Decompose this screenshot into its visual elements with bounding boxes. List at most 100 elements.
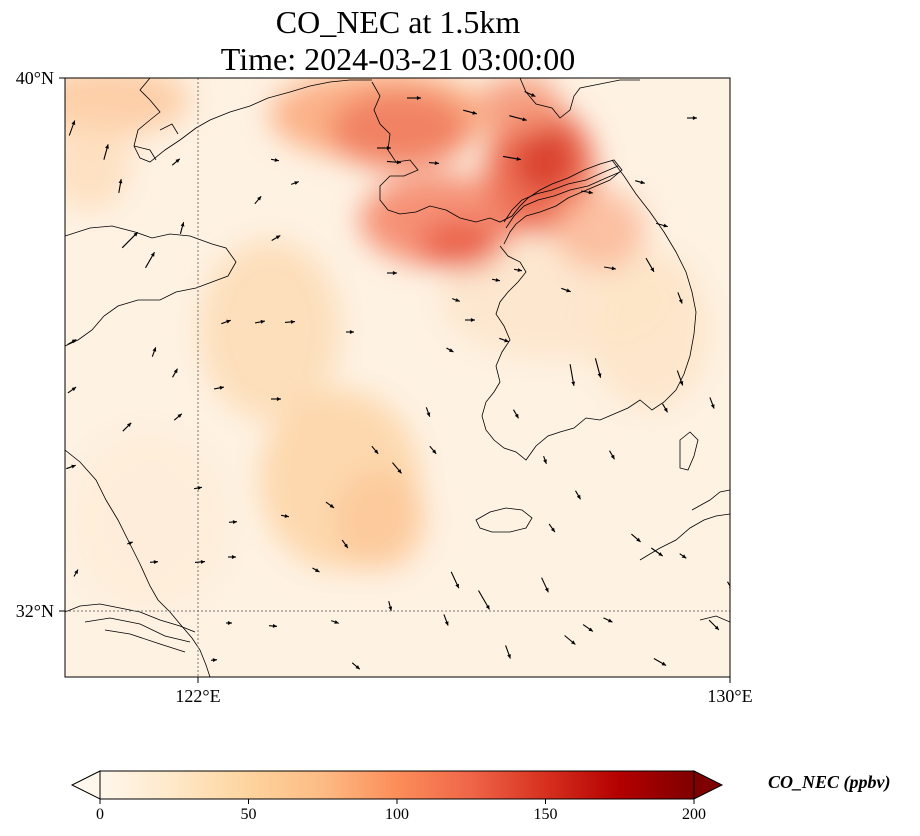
wind-arrow-head	[329, 503, 335, 508]
wind-arrow-head	[516, 156, 521, 161]
wind-arrow-head	[517, 268, 522, 272]
wind-arrow-head	[444, 621, 449, 626]
wind-arrow-head	[663, 223, 668, 228]
wind-arrow-head	[455, 298, 460, 302]
colorbar-tick-150: 150	[533, 806, 558, 823]
colorbar-tick-200: 200	[682, 806, 706, 823]
wind-arrow-head	[260, 319, 265, 324]
wind-arrow-head	[274, 158, 279, 162]
wind-arrow-head	[543, 459, 547, 464]
wind-arrow-head	[343, 543, 348, 549]
wind-arrow-head	[386, 146, 391, 150]
wind-arrow-head	[661, 661, 667, 666]
concentration-field	[65, 78, 730, 677]
wind-arrow-head	[71, 339, 77, 344]
wind-arrow-head	[152, 347, 157, 352]
colorbar-tick-50: 50	[240, 806, 257, 823]
lat-label-40n: 40°N	[15, 68, 54, 88]
wind-arrow-head	[522, 117, 527, 122]
wind-arrow-head	[175, 158, 180, 163]
wind-arrow-head	[504, 338, 509, 343]
wind-vectors	[66, 91, 730, 670]
wind-arrow-head	[388, 606, 393, 611]
wind-arrow-head	[692, 116, 697, 120]
wind-arrow-head	[219, 385, 224, 390]
wind-arrow-head	[550, 527, 555, 533]
wind-arrow-head	[571, 381, 576, 386]
wind-arrow-head	[710, 404, 715, 409]
wind-arrow-head	[588, 190, 593, 195]
wind-arrow-head	[566, 288, 571, 293]
wind-arrow-head	[257, 196, 262, 201]
wind-arrow-head	[355, 665, 360, 670]
wind-arrow-head	[658, 552, 663, 556]
wind-arrow-head	[571, 640, 576, 645]
wind-arrow-head	[284, 514, 289, 518]
colorbar-label: CO_NEC (ppbv)	[768, 772, 891, 792]
wind-arrow-head	[180, 222, 185, 227]
wind-arrow-head	[226, 319, 231, 324]
wind-arrow-head	[150, 252, 155, 257]
wind-arrow-head	[272, 624, 277, 628]
wind-arrow-head	[74, 569, 78, 574]
wind-arrow-head	[173, 368, 178, 374]
wind-arrow-head	[472, 110, 477, 115]
wind-arrow-head	[71, 120, 76, 125]
colorbar-tick-0: 0	[96, 806, 104, 823]
axis-ticks	[59, 77, 731, 683]
gridlines	[65, 78, 730, 677]
wind-arrow-head	[663, 407, 668, 413]
lon-label-122e: 122°E	[175, 686, 221, 706]
wind-arrow-head	[105, 144, 109, 149]
map-subtitle-time: Time: 2024-03-21 03:00:00	[220, 41, 576, 77]
wind-arrow-head	[71, 387, 77, 392]
wind-arrow-head	[397, 469, 402, 474]
wind-arrow-head	[544, 587, 549, 593]
wind-arrow-head	[449, 348, 454, 352]
wind-arrow-head	[118, 179, 123, 184]
wind-arrow-head	[276, 397, 281, 401]
wind-arrow-head	[153, 560, 158, 564]
wind-arrow-head	[315, 568, 320, 572]
wind-arrow-head	[507, 654, 511, 659]
wind-arrow-head	[133, 232, 138, 237]
lat-label-32n: 32°N	[15, 601, 54, 621]
wind-arrow-head	[608, 618, 613, 623]
wind-arrow-head	[514, 413, 519, 419]
wind-arrow-head	[610, 454, 615, 460]
colorbar	[70, 770, 724, 804]
wind-arrow-head	[275, 235, 281, 240]
wind-arrow-head	[416, 96, 421, 100]
colorbar-gradient	[100, 771, 694, 799]
coastlines	[65, 78, 730, 677]
wind-arrow-head	[434, 161, 439, 165]
wind-arrow-head	[576, 494, 581, 500]
wind-arrow-head	[426, 412, 431, 417]
wind-arrow-head	[485, 605, 490, 610]
wind-arrow-head	[392, 271, 397, 275]
colorbar-extend-high	[693, 770, 724, 800]
wind-arrow-head	[650, 267, 654, 272]
wind-arrow-head	[470, 318, 475, 322]
wind-arrow-head	[530, 93, 536, 97]
wind-arrow-head	[290, 320, 295, 324]
wind-arrow-head	[396, 160, 401, 165]
wind-arrow-head	[636, 537, 641, 542]
wind-arrow-head	[294, 181, 299, 185]
wind-arrow-head	[128, 541, 133, 546]
wind-arrow-head	[127, 422, 132, 427]
wind-arrow-head	[349, 330, 354, 334]
wind-arrow-head	[714, 625, 719, 630]
wind-arrow-head	[495, 278, 500, 282]
wind-arrow-head	[232, 520, 237, 524]
wind-arrow-head	[374, 449, 379, 454]
wind-arrow-head	[640, 180, 645, 185]
wind-arrow-head	[177, 413, 182, 418]
wind-arrow-head	[588, 627, 593, 632]
map-frame	[64, 77, 731, 678]
lon-label-130e: 130°E	[707, 686, 753, 706]
wind-arrow-head	[197, 486, 202, 490]
wind-arrow-head	[231, 555, 236, 559]
wind-arrow-head	[681, 554, 687, 559]
